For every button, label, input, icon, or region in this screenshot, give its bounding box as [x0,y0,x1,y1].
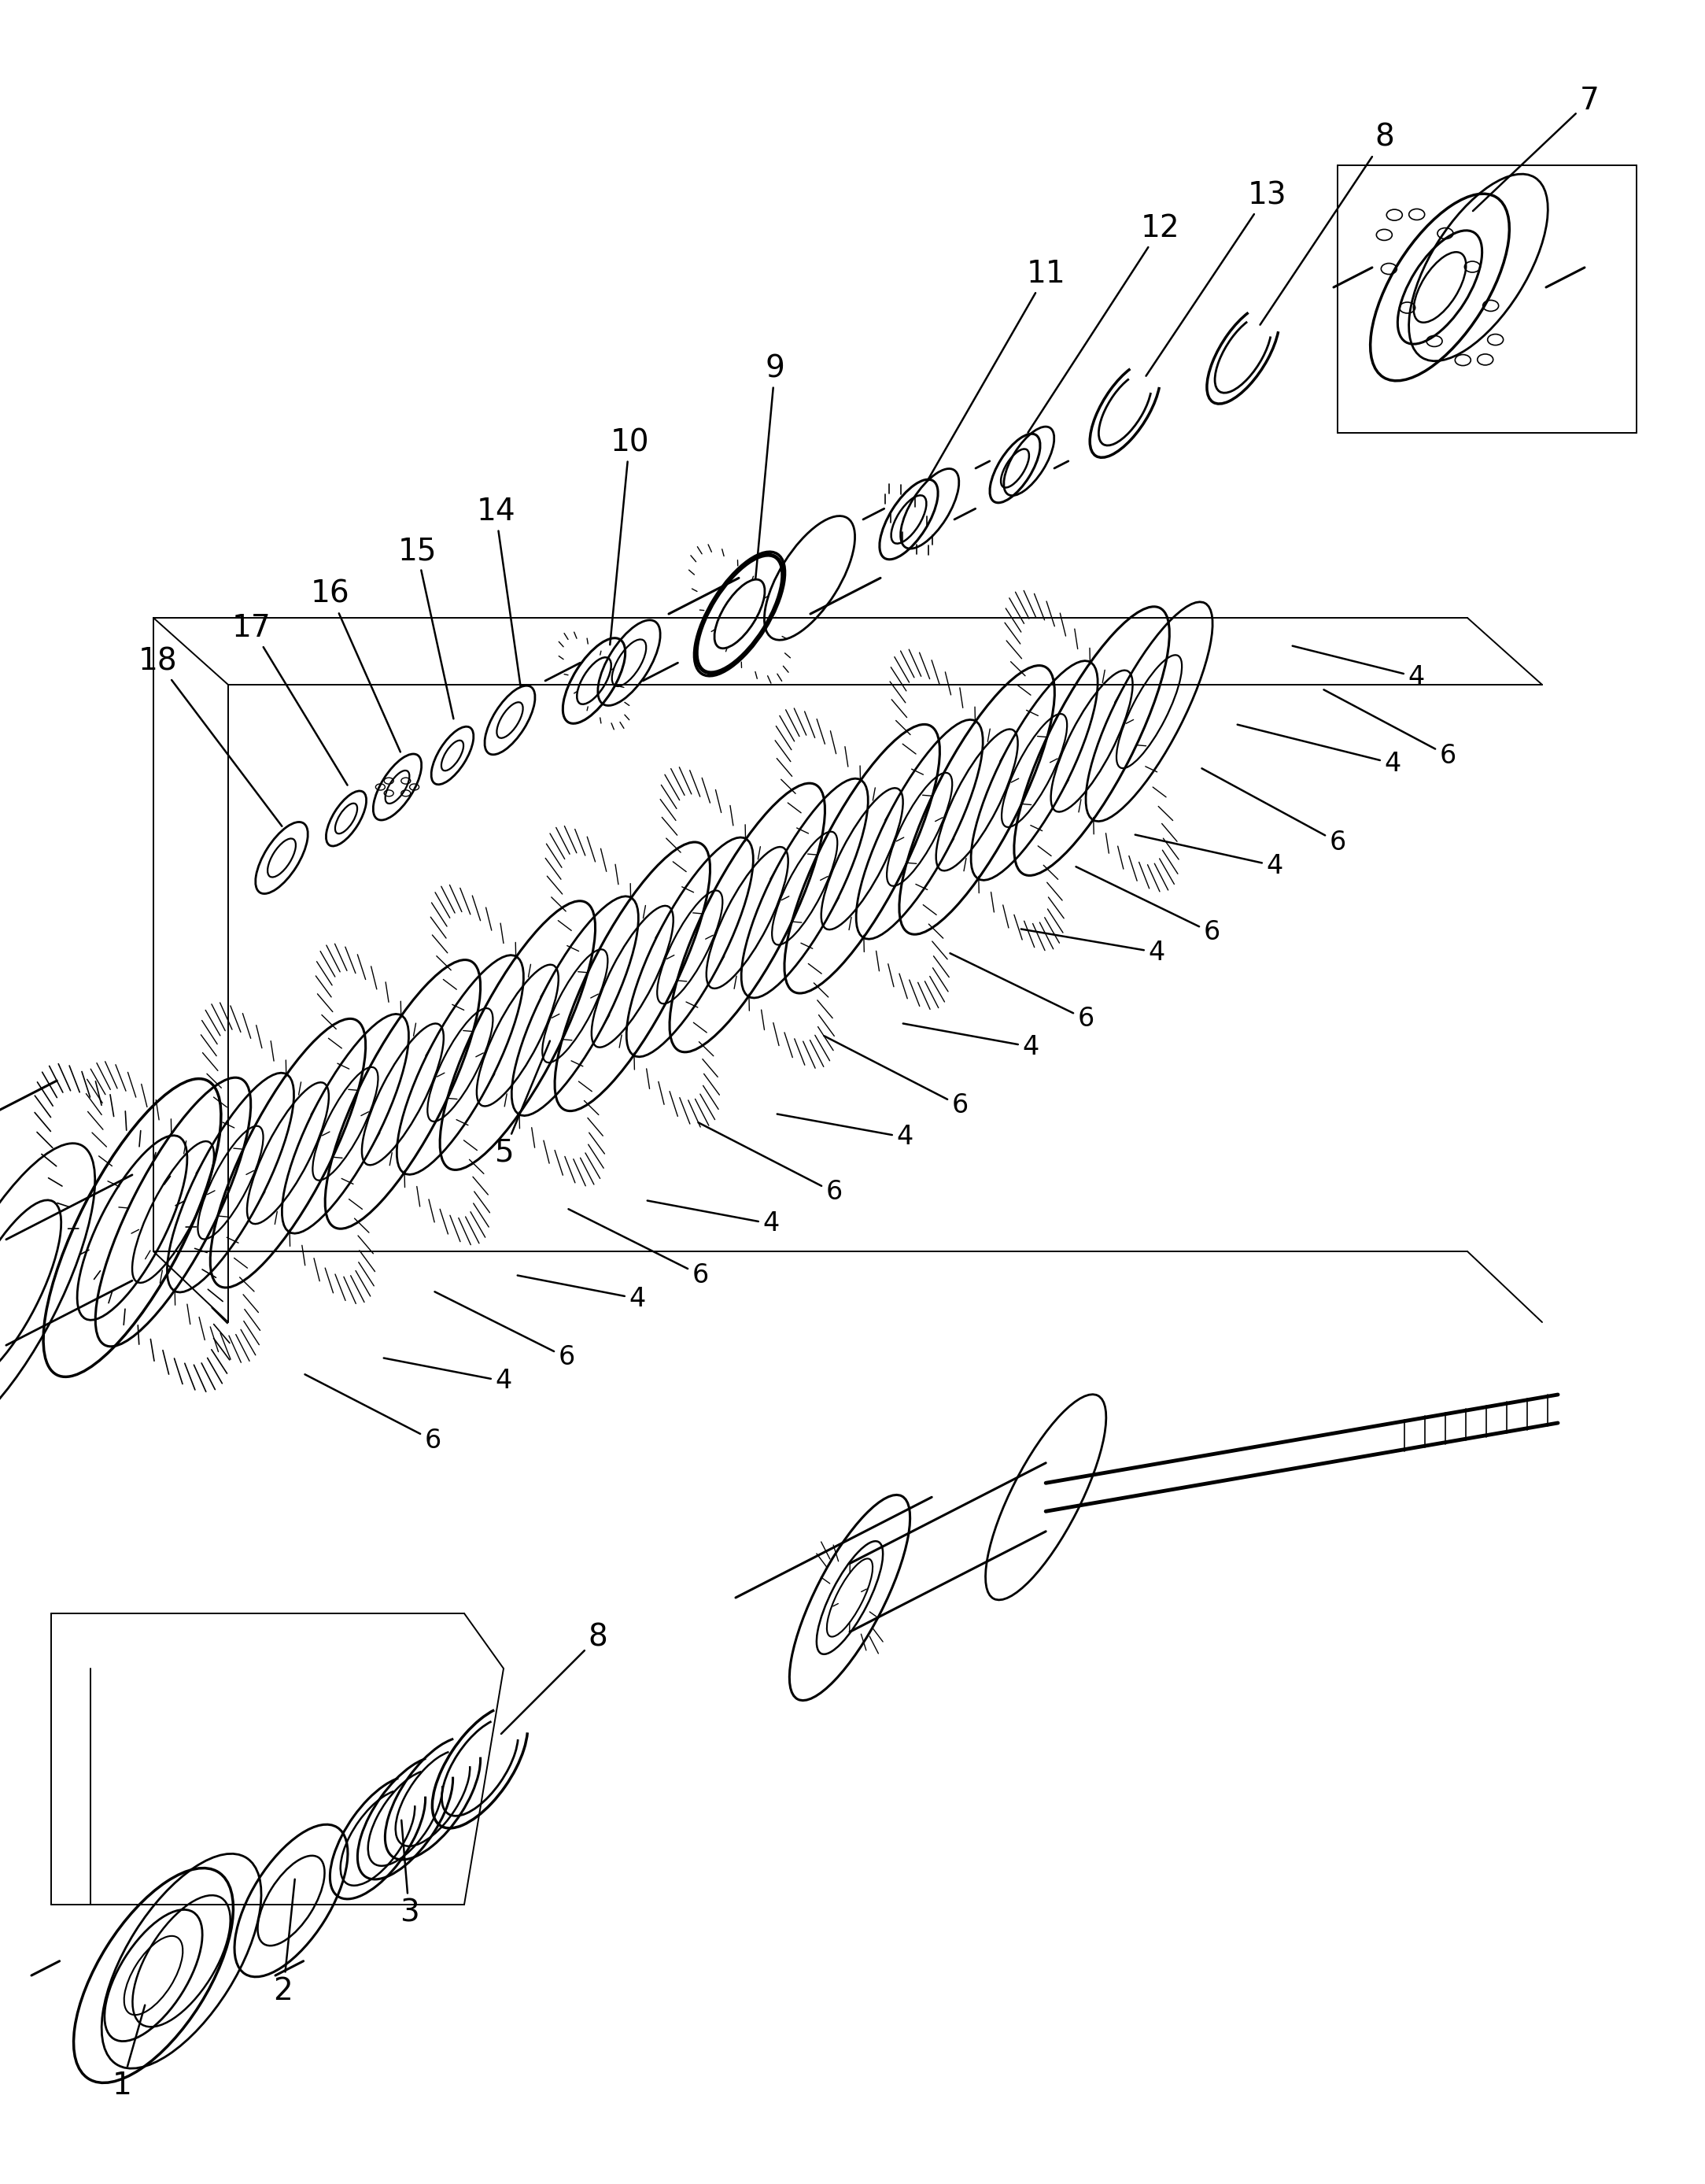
Text: 16: 16 [310,579,401,751]
Text: 6: 6 [305,1374,442,1452]
Text: 4: 4 [518,1275,646,1313]
Text: 15: 15 [397,535,454,719]
Text: 4: 4 [1136,834,1282,878]
Text: 13: 13 [1146,181,1286,376]
Text: 6: 6 [824,1035,968,1118]
Text: 10: 10 [610,428,650,644]
Text: 4: 4 [648,1201,779,1236]
Text: 18: 18 [138,646,281,826]
Text: 4: 4 [1292,646,1425,690]
Text: 8: 8 [1260,122,1395,325]
Text: 4: 4 [1021,928,1165,965]
Text: 6: 6 [1076,867,1221,946]
Text: 4: 4 [904,1024,1038,1059]
Text: 3: 3 [399,1819,419,1928]
Text: 5: 5 [494,1042,551,1168]
Text: 6: 6 [950,952,1095,1033]
Text: 14: 14 [476,496,520,686]
Text: 6: 6 [1202,769,1345,856]
Text: 9: 9 [755,354,784,579]
Text: 6: 6 [1323,690,1456,769]
Text: 4: 4 [384,1358,511,1393]
Text: 8: 8 [501,1623,607,1734]
Text: 17: 17 [232,614,348,786]
Text: 4: 4 [1238,725,1402,775]
Text: 7: 7 [1473,85,1599,212]
Text: 4: 4 [777,1114,914,1151]
Text: 6: 6 [435,1291,575,1372]
Text: 6: 6 [568,1210,709,1289]
Text: 2: 2 [273,1878,295,2007]
Text: 1: 1 [113,2005,145,2101]
Text: 11: 11 [928,260,1066,480]
Text: 12: 12 [1028,214,1180,432]
Text: 6: 6 [699,1123,842,1206]
